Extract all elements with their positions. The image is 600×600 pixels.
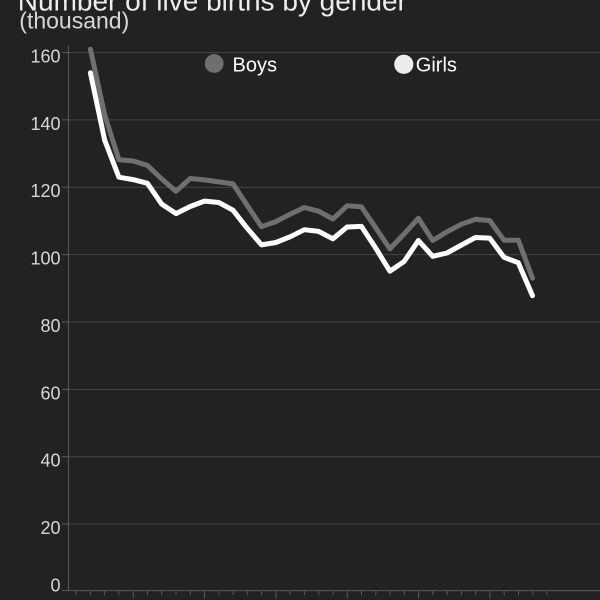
- svg-text:0: 0: [50, 576, 60, 596]
- svg-text:Girls: Girls: [416, 55, 457, 77]
- svg-text:140: 140: [30, 114, 60, 134]
- svg-text:(thousand): (thousand): [19, 8, 129, 34]
- svg-text:40: 40: [40, 451, 60, 471]
- svg-text:80: 80: [40, 316, 60, 336]
- svg-text:Number of live births by gende: Number of live births by gender: [18, 0, 407, 17]
- svg-text:120: 120: [30, 181, 60, 201]
- svg-text:Boys: Boys: [233, 55, 277, 77]
- svg-text:160: 160: [30, 47, 60, 67]
- svg-text:60: 60: [40, 383, 60, 403]
- svg-text:20: 20: [40, 518, 60, 538]
- svg-text:100: 100: [30, 249, 60, 269]
